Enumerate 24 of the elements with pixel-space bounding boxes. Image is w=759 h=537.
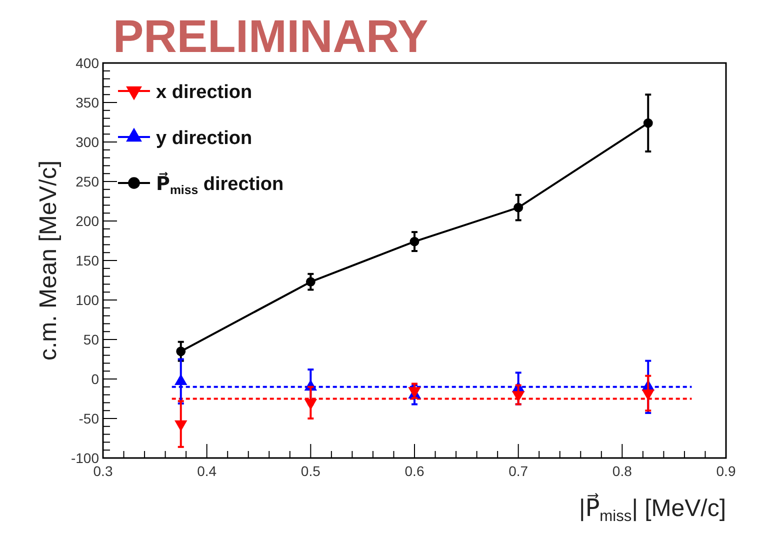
x-tick-label: 0.6 — [404, 463, 424, 479]
x-tick-label: 0.3 — [93, 463, 113, 479]
y-axis-title: c.m. Mean [MeV/c] — [35, 160, 62, 361]
y-tick-label: 50 — [83, 332, 100, 348]
x-tick-label: 0.8 — [612, 463, 632, 479]
x-tick-label: 0.4 — [197, 463, 217, 479]
legend-label: x direction — [156, 82, 252, 103]
y-tick-label: 350 — [76, 94, 100, 110]
y-tick-label: -50 — [78, 410, 100, 426]
x-axis-title: |P⃗$_{miss}$| [MeV/c] — [578, 492, 726, 525]
y-tick-label: 200 — [76, 213, 100, 229]
legend-label: y direction — [156, 128, 252, 149]
y-tick-label: 150 — [76, 252, 100, 268]
x-tick-label: 0.9 — [716, 463, 736, 479]
y-tick-label: 100 — [76, 292, 100, 308]
text: PRELIMINARY — [113, 10, 428, 62]
legend-label: P⃗$_{miss}$ direction — [156, 172, 284, 197]
x-tick-label: 0.7 — [508, 463, 528, 479]
x-tick-label: 0.5 — [300, 463, 321, 479]
y-tick-label: 0 — [91, 371, 100, 387]
y-tick-label: 250 — [76, 174, 100, 190]
y-tick-label: -100 — [70, 450, 100, 466]
y-tick-label: 300 — [76, 134, 100, 150]
y-tick-label: 400 — [76, 55, 100, 71]
